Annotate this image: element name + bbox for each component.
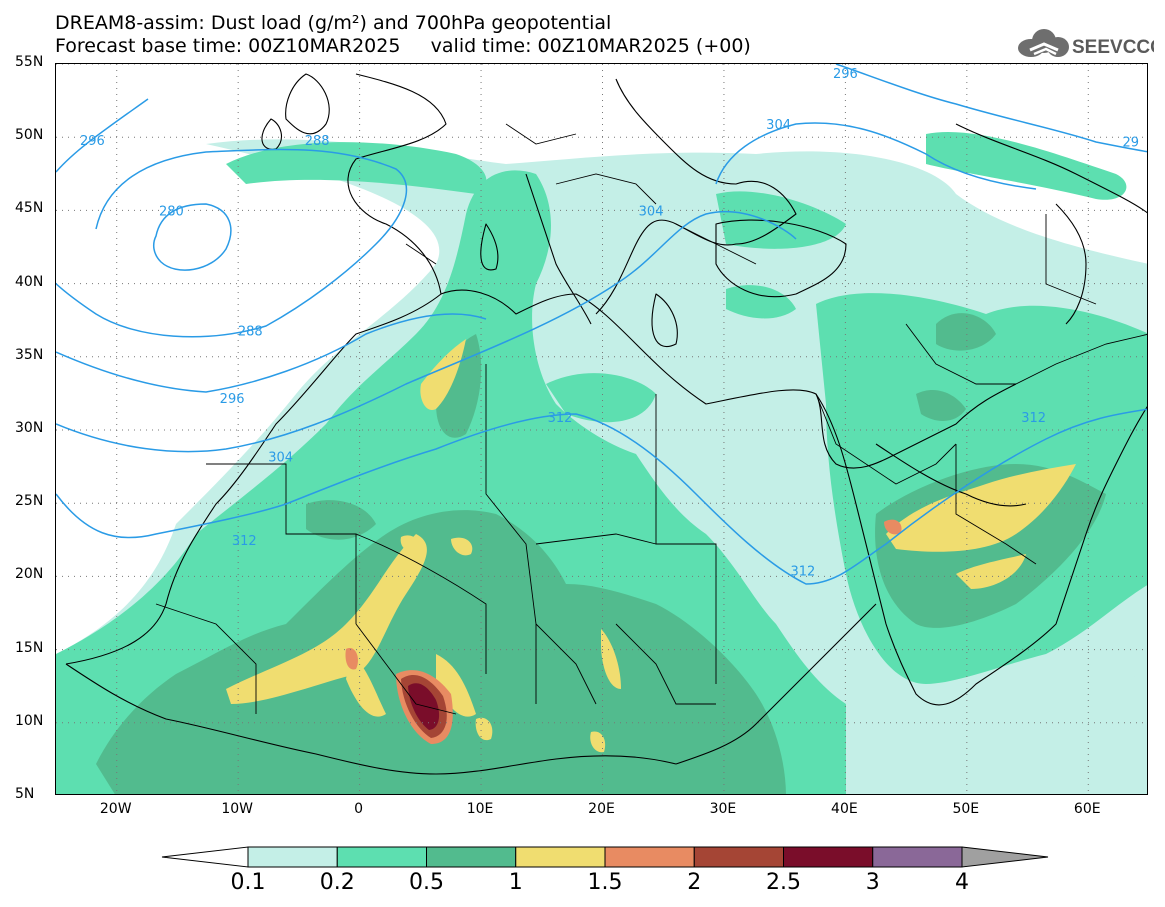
contour-label: 312	[548, 411, 573, 426]
colorbar-swatch	[336, 846, 427, 868]
y-tick-label: 20N	[15, 566, 44, 583]
x-tick-label: 10W	[221, 801, 253, 817]
colorbar-label: 3	[865, 870, 880, 895]
colorbar-upper-arrow	[961, 846, 1049, 868]
y-tick-label: 25N	[15, 493, 44, 510]
contour-304-north	[715, 122, 1037, 190]
x-tick-label: 40E	[831, 801, 858, 817]
colorbar-label: 0.5	[409, 870, 444, 895]
contour-label: 304	[268, 450, 293, 465]
colorbar-label: 1	[508, 870, 523, 895]
cloud-icon	[1018, 29, 1069, 57]
y-tick-label: 50N	[15, 127, 44, 144]
contour-296-west	[56, 98, 149, 173]
contour-label: 304	[639, 204, 664, 219]
y-tick-label: 5N	[15, 786, 35, 802]
contour-label: 288	[305, 134, 330, 149]
map-panel: 296 288 280 288 296 304 312 312 312 312 304 304 296 2…	[55, 63, 1148, 795]
title-line-1: DREAM8-assim: Dust load (g/m²) and 700hP…	[55, 12, 612, 34]
seevccc-logo: SEEVCCC	[1018, 29, 1154, 58]
colorbar-swatch	[426, 846, 517, 868]
y-tick-label: 30N	[15, 420, 44, 436]
colorbar-swatch	[604, 846, 695, 868]
colorbar-swatch	[783, 846, 874, 868]
colorbar-swatch	[515, 846, 606, 868]
colorbar-label: 0.2	[319, 870, 355, 895]
y-tick-label: 40N	[15, 273, 44, 290]
logo-text: SEEVCCC	[1072, 37, 1154, 58]
dust-field-maroon	[408, 683, 440, 730]
contour-label: 312	[790, 565, 815, 580]
contour-label: 29	[1123, 136, 1140, 151]
colorbar-swatch	[247, 846, 338, 868]
y-tick-label: 10N	[15, 712, 44, 729]
colorbar-swatch	[693, 846, 784, 868]
x-tick-label: 50E	[952, 801, 980, 817]
contour-296-low	[56, 313, 487, 393]
x-tick-label: 10E	[466, 801, 494, 817]
contour-label: 296	[80, 134, 105, 149]
colorbar-label: 2.5	[766, 870, 801, 895]
x-tick-label: 60E	[1073, 801, 1101, 817]
colorbar-label: 4	[955, 870, 969, 895]
colorbar-label: 1.5	[587, 870, 623, 895]
dust-field-yellow	[226, 339, 1076, 753]
y-tick-label: 35N	[15, 346, 44, 363]
country-borders	[155, 123, 1147, 715]
contour-label: 280	[159, 204, 184, 219]
contour-label: 296	[220, 392, 245, 407]
contour-296-north	[835, 64, 1147, 153]
colorbar	[161, 846, 1049, 868]
contour-288-west	[56, 148, 407, 338]
geopotential-contours	[56, 64, 1147, 585]
title-line-2: Forecast base time: 00Z10MAR2025 valid t…	[55, 35, 751, 57]
x-tick-label: 30E	[709, 801, 737, 817]
colorbar-label: 0.1	[230, 870, 266, 895]
contour-label: 296	[833, 67, 858, 82]
colorbar-swatch	[872, 846, 963, 868]
contour-label: 288	[238, 324, 263, 339]
contour-304	[56, 210, 797, 453]
y-tick-label: 15N	[15, 639, 44, 656]
colorbar-label: 2	[687, 870, 702, 895]
x-tick-label: 20W	[99, 801, 132, 817]
contour-label: 312	[232, 534, 257, 549]
contour-312	[56, 408, 1147, 585]
contour-label: 312	[1021, 411, 1046, 426]
y-tick-label: 45N	[15, 200, 44, 217]
y-tick-label: 55N	[15, 54, 44, 70]
colorbar-lower-arrow	[161, 846, 249, 868]
contour-label: 304	[766, 118, 791, 133]
graticule	[56, 64, 1147, 794]
contour-280	[152, 203, 232, 271]
dust-map: 296 288 280 288 296 304 312 312 312 312 304 304 296 2…	[56, 64, 1147, 794]
x-tick-label: 20E	[588, 801, 615, 817]
x-tick-label: 0	[354, 801, 364, 817]
contour-labels: 296 288 280 288 296 304 312 312 312 312 304 304 296 2…	[80, 67, 1140, 580]
